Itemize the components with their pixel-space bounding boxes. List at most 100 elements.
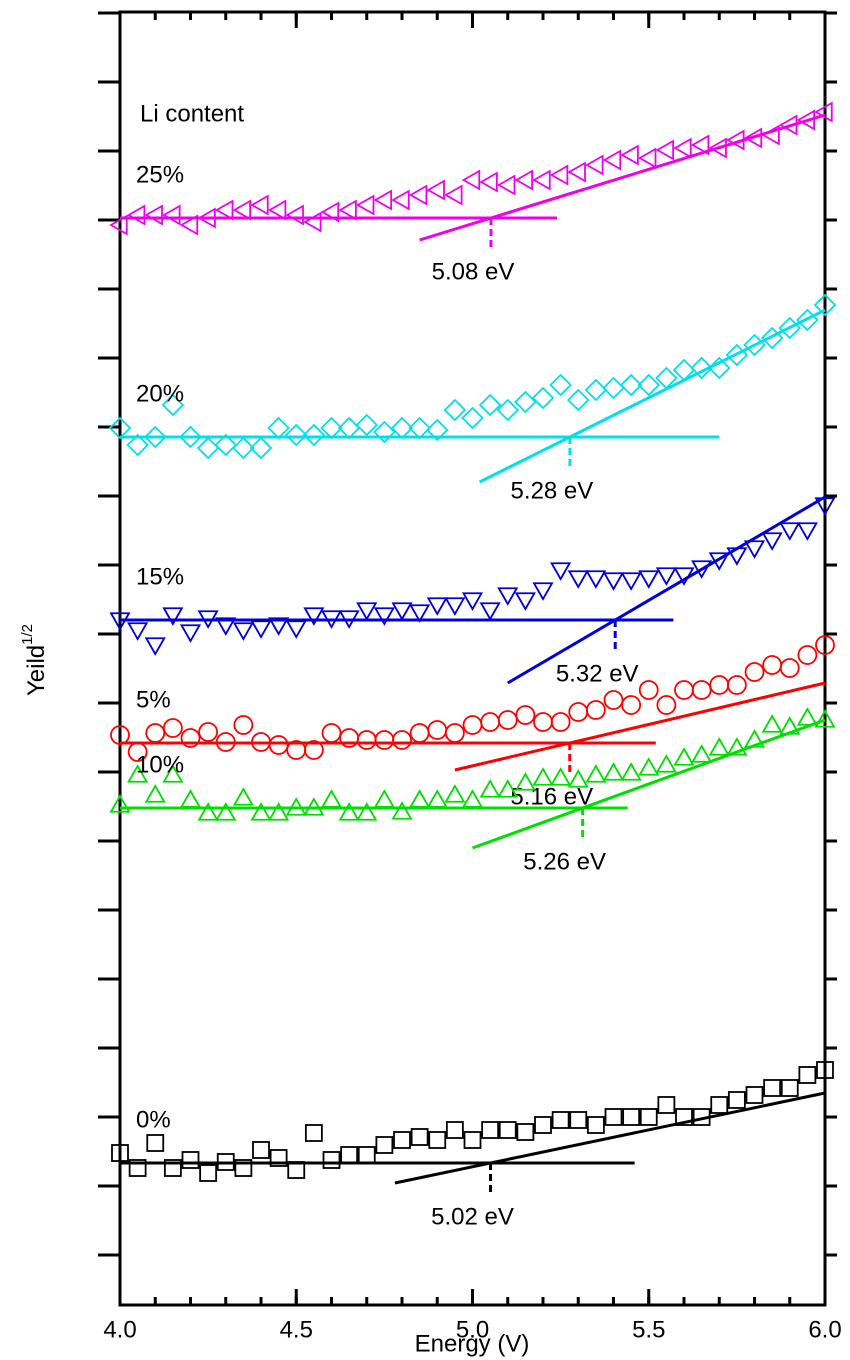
- marker: [144, 204, 163, 226]
- marker: [813, 293, 837, 317]
- marker: [657, 1096, 676, 1114]
- threshold-label: 5.32 eV: [556, 660, 639, 687]
- marker: [126, 433, 149, 457]
- marker: [586, 1116, 605, 1134]
- marker: [602, 572, 625, 591]
- marker: [109, 794, 131, 813]
- marker: [622, 1108, 641, 1126]
- marker: [285, 620, 307, 639]
- y-axis-label-sup: 1/2: [19, 624, 36, 645]
- marker: [180, 728, 201, 748]
- marker: [481, 1121, 500, 1139]
- marker: [514, 390, 537, 414]
- x-tick-label: 5.0: [456, 1316, 489, 1343]
- marker: [745, 1086, 764, 1104]
- marker: [690, 134, 710, 156]
- marker: [426, 789, 448, 808]
- marker: [303, 740, 324, 760]
- marker: [252, 1141, 270, 1159]
- marker: [373, 789, 395, 808]
- marker: [426, 179, 445, 201]
- marker: [816, 1061, 834, 1079]
- marker: [620, 762, 642, 781]
- marker: [656, 695, 677, 715]
- marker: [445, 1121, 464, 1139]
- marker: [340, 1146, 359, 1164]
- marker: [284, 423, 308, 447]
- marker: [566, 388, 590, 412]
- marker: [461, 789, 484, 808]
- marker: [744, 662, 765, 682]
- marker: [690, 356, 713, 380]
- marker: [428, 1131, 447, 1149]
- marker: [269, 1149, 288, 1167]
- marker: [338, 802, 360, 821]
- marker: [479, 779, 501, 798]
- legend-label: 0%: [136, 1106, 171, 1133]
- slope-fit: [454, 681, 826, 772]
- marker: [779, 522, 801, 541]
- marker: [268, 802, 290, 821]
- marker: [620, 572, 642, 591]
- marker: [569, 1111, 588, 1129]
- marker: [232, 622, 254, 641]
- marker: [356, 602, 378, 621]
- marker: [514, 772, 536, 791]
- marker: [479, 171, 498, 193]
- marker: [268, 735, 289, 755]
- annotation: Li content: [140, 100, 244, 127]
- marker: [162, 204, 181, 226]
- marker: [761, 532, 783, 551]
- x-tick-label: 6.0: [808, 1316, 841, 1343]
- marker: [515, 705, 536, 725]
- marker: [162, 718, 183, 738]
- marker: [285, 204, 304, 226]
- marker: [391, 602, 413, 621]
- legend-label: 25%: [136, 161, 184, 188]
- marker: [320, 789, 343, 808]
- marker: [233, 715, 254, 735]
- marker: [549, 164, 569, 186]
- marker: [673, 137, 692, 159]
- slope-fit: [394, 1091, 826, 1185]
- marker: [444, 597, 466, 616]
- marker: [532, 767, 554, 786]
- marker: [514, 169, 534, 191]
- marker: [585, 570, 607, 589]
- marker: [444, 784, 466, 803]
- marker: [567, 570, 589, 589]
- marker: [461, 406, 484, 430]
- marker: [338, 199, 357, 221]
- marker: [302, 423, 326, 447]
- marker: [780, 1079, 799, 1097]
- marker: [726, 675, 747, 695]
- marker: [710, 1096, 729, 1114]
- marker: [162, 607, 184, 626]
- marker: [639, 1108, 658, 1126]
- marker: [550, 712, 571, 732]
- marker: [534, 1116, 552, 1134]
- marker: [497, 587, 519, 606]
- legend-label: 10%: [136, 751, 184, 778]
- marker: [727, 1091, 746, 1109]
- marker: [197, 802, 219, 821]
- marker: [321, 723, 342, 743]
- marker: [604, 1108, 623, 1126]
- marker: [514, 592, 536, 611]
- marker: [585, 764, 607, 783]
- marker: [426, 597, 448, 616]
- x-tick-label: 4.0: [103, 1316, 136, 1343]
- marker: [214, 433, 238, 457]
- marker: [250, 620, 272, 639]
- marker: [532, 169, 551, 191]
- marker: [602, 376, 625, 400]
- marker: [146, 1134, 165, 1152]
- marker: [109, 214, 128, 236]
- marker: [779, 658, 800, 678]
- marker: [567, 769, 589, 788]
- marker: [655, 139, 675, 161]
- marker: [443, 398, 467, 422]
- marker: [815, 635, 835, 655]
- threshold-label: 5.08 eV: [432, 258, 515, 285]
